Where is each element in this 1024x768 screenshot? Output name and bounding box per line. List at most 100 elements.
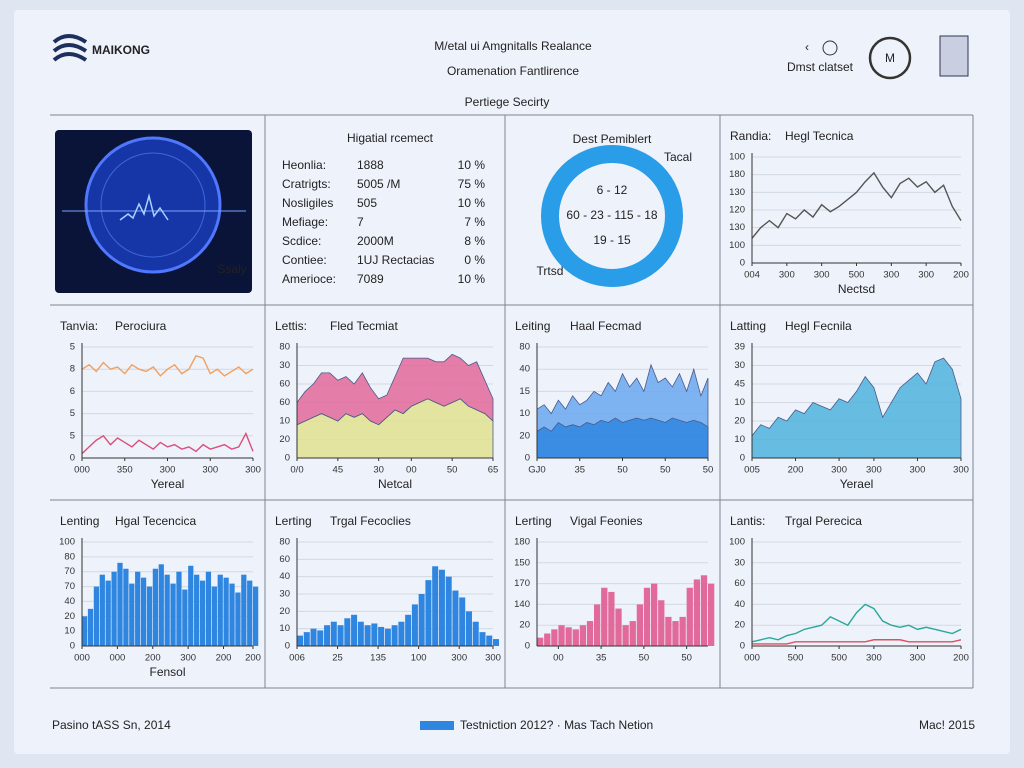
bar [411, 604, 418, 646]
y-tick-label: 0 [525, 641, 530, 652]
table-cell: Heonlia: [282, 158, 326, 172]
table-cell: 5005 /M [357, 177, 400, 191]
bar [82, 616, 88, 646]
bar [170, 583, 176, 646]
x-tick-label: 200 [216, 653, 232, 664]
panel-label: Lantis: [730, 514, 765, 528]
bar [223, 577, 229, 646]
y-tick-label: 130 [729, 187, 745, 198]
bar [351, 614, 358, 646]
y-tick-label: 10 [734, 434, 745, 445]
bar [371, 623, 378, 646]
bar [551, 629, 558, 646]
y-tick-label: 0 [70, 641, 75, 652]
x-tick-label: 300 [814, 270, 830, 281]
table-cell: 7 % [464, 215, 485, 229]
bar [601, 587, 608, 646]
bar [700, 575, 708, 646]
bar [99, 574, 105, 646]
bar [384, 628, 391, 646]
y-tick-label: 5 [70, 430, 75, 441]
bar [158, 564, 164, 646]
x-tick-label: 65 [488, 465, 499, 476]
bar [344, 618, 351, 646]
y-tick-label: 20 [64, 611, 75, 622]
bar [330, 621, 337, 646]
table-cell: Cratrigts: [282, 177, 331, 191]
table-cell: 0 % [464, 253, 485, 267]
chart-title: Vigal Feonies [570, 514, 643, 528]
donut-label: Tacal [664, 150, 692, 164]
chart-title: Hgal Tecencica [115, 514, 196, 528]
panel-label: Leiting [515, 319, 550, 333]
x-tick-label: 300 [485, 653, 501, 664]
donut-center: 19 - 15 [593, 233, 631, 247]
y-tick-label: 0 [740, 258, 745, 269]
m-letter: M [885, 51, 895, 65]
y-tick-label: 20 [279, 434, 290, 445]
bar [544, 633, 551, 646]
line [752, 639, 962, 645]
y-tick-label: 5 [70, 408, 75, 419]
y-tick-label: 80 [279, 342, 290, 353]
bar [586, 621, 594, 646]
footer-right: Mac! 2015 [919, 718, 975, 732]
x-tick-label: 300 [202, 465, 218, 476]
chart-title: Hegl Tecnica [785, 129, 854, 143]
y-tick-label: 60 [279, 554, 290, 565]
bar [472, 621, 479, 646]
x-tick-label: 300 [779, 270, 795, 281]
x-tick-label: 006 [289, 653, 305, 664]
table-cell: 10 % [458, 272, 486, 286]
y-tick-label: 70 [64, 581, 75, 592]
bar [105, 580, 111, 646]
logo: MAIKONG [92, 43, 150, 57]
donut-title: Dest Pemiblert [573, 132, 652, 146]
bar [378, 626, 385, 646]
x-tick-label: 300 [918, 270, 934, 281]
donut-label: Trtsd [537, 264, 564, 278]
x-tick-label: 200 [245, 653, 261, 664]
bar [479, 632, 486, 646]
bar [241, 574, 247, 646]
y-tick-label: 10 [279, 623, 290, 634]
bar [629, 621, 636, 646]
x-tick-label: 005 [744, 465, 760, 476]
table-cell: 1888 [357, 158, 384, 172]
bar [686, 587, 693, 646]
x-tick-label: 50 [639, 653, 650, 664]
bar [459, 597, 466, 646]
subtitle: Oramenation Fantlirence [447, 64, 579, 78]
x-tick-label: 00 [406, 465, 417, 476]
bar [324, 625, 331, 646]
x-tick-label: 000 [109, 653, 125, 664]
table-cell: 7 [357, 215, 364, 229]
bar [665, 616, 672, 646]
x-tick-label: 300 [831, 465, 847, 476]
bar [672, 621, 679, 646]
panel-label: Latting [730, 319, 766, 333]
y-tick-label: 0 [285, 453, 290, 464]
bar [537, 637, 544, 646]
bar [398, 621, 405, 646]
y-tick-label: 39 [734, 342, 745, 353]
bar [229, 583, 235, 646]
y-tick-label: 100 [59, 537, 75, 548]
bar [253, 586, 259, 646]
table-cell: 10 % [458, 158, 486, 172]
header-icons: ‹ [805, 40, 838, 56]
x-tick-label: 300 [451, 653, 467, 664]
chart-title: Trgal Fecoclies [330, 514, 411, 528]
m-badge [868, 36, 912, 80]
y-tick-label: 100 [729, 152, 745, 163]
x-tick-label: 200 [953, 653, 969, 664]
charts: Randia: Hegl Tecnica010013012013018010000… [59, 129, 969, 679]
x-tick-label: 500 [788, 653, 804, 664]
chart-title: Fled Tecmiat [330, 319, 398, 333]
table-cell: 1UJ Rectacias [357, 253, 434, 267]
x-tick-label: 300 [953, 465, 969, 476]
y-tick-label: 100 [729, 537, 745, 548]
bar [129, 583, 135, 646]
bar [182, 589, 188, 646]
bar [140, 577, 147, 646]
